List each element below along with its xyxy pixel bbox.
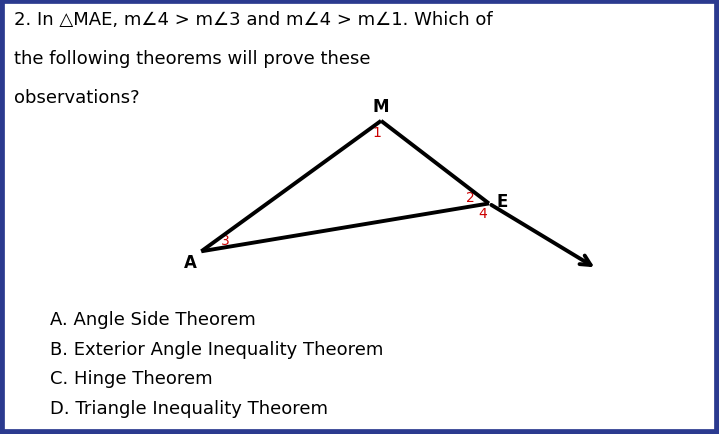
Text: E: E [496, 193, 508, 211]
Text: A. Angle Side Theorem: A. Angle Side Theorem [50, 310, 256, 328]
Text: D. Triangle Inequality Theorem: D. Triangle Inequality Theorem [50, 399, 329, 417]
Text: A: A [184, 253, 197, 272]
Text: observations?: observations? [14, 89, 140, 107]
Text: the following theorems will prove these: the following theorems will prove these [14, 50, 371, 68]
Text: 2: 2 [466, 191, 475, 204]
Text: M: M [373, 97, 389, 115]
Text: 2. In △MAE, m∠4 > m∠3 and m∠4 > m∠1. Which of: 2. In △MAE, m∠4 > m∠3 and m∠4 > m∠1. Whi… [14, 11, 493, 29]
Text: 1: 1 [372, 125, 381, 139]
Text: 4: 4 [479, 207, 487, 220]
Text: 3: 3 [221, 233, 229, 247]
Text: C. Hinge Theorem: C. Hinge Theorem [50, 369, 213, 387]
Text: B. Exterior Angle Inequality Theorem: B. Exterior Angle Inequality Theorem [50, 340, 384, 358]
